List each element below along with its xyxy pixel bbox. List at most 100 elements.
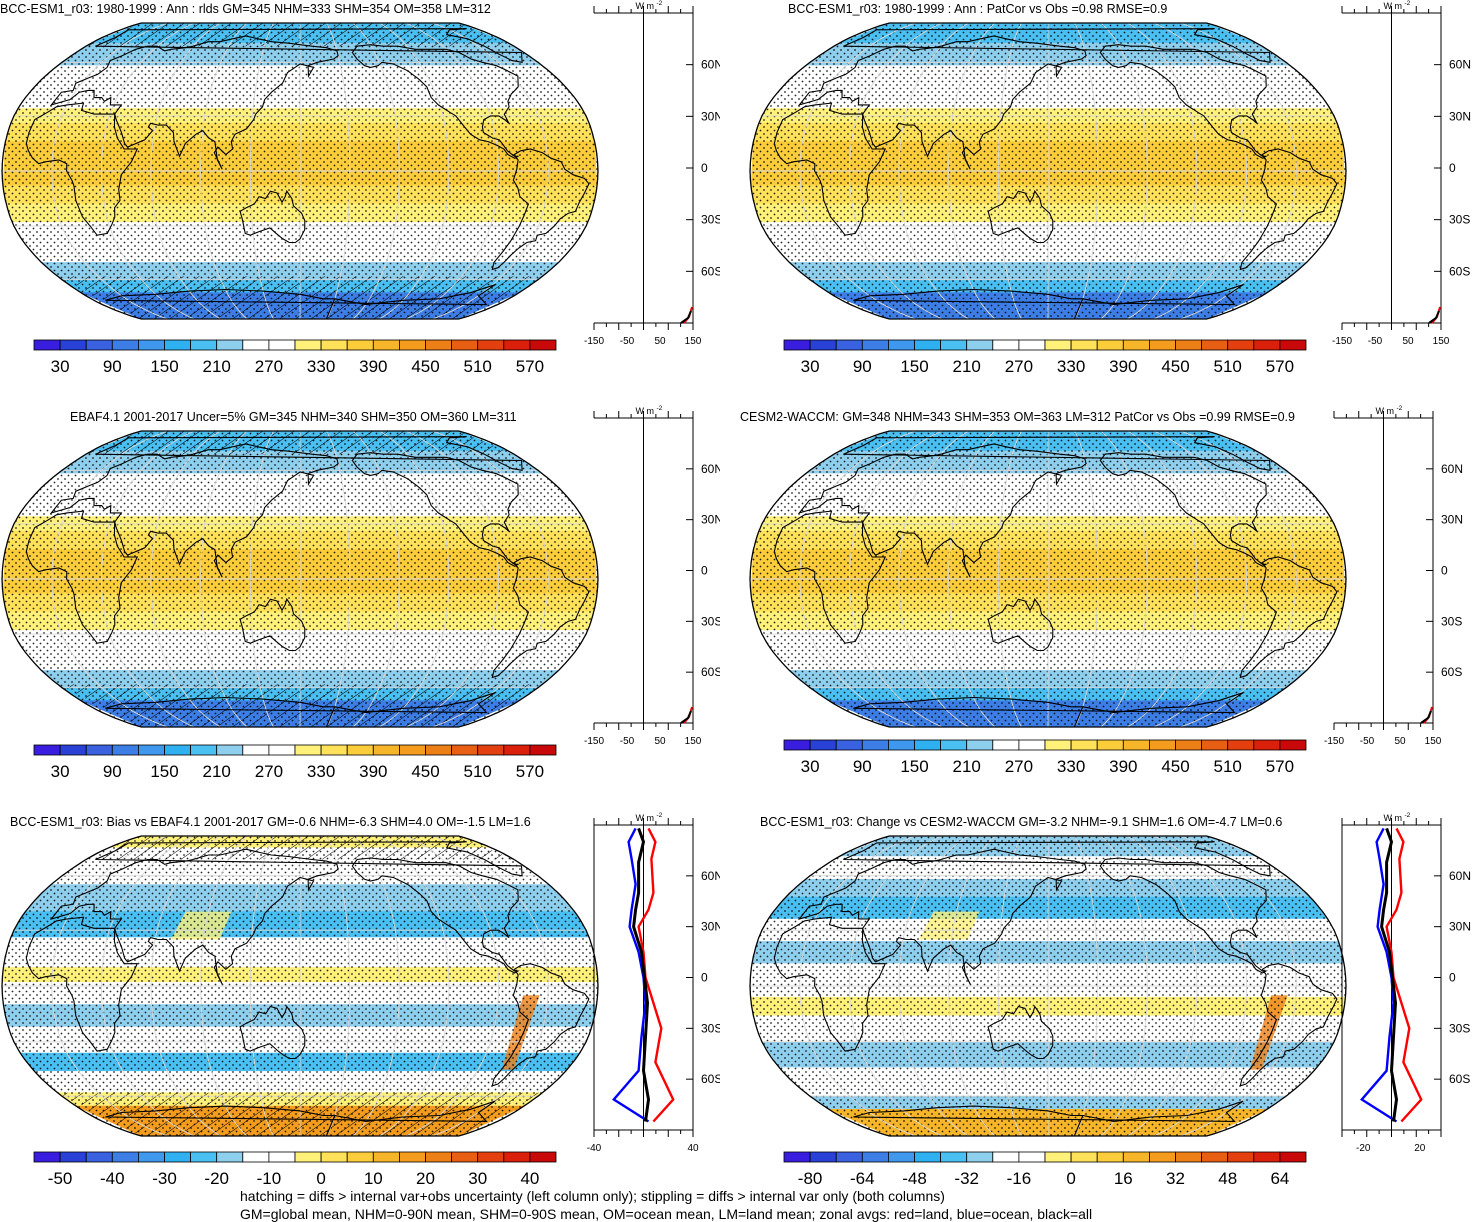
colorbar-label: 330	[1057, 357, 1085, 376]
meridian-line	[1074, 836, 1099, 1136]
colorbar-swatch	[1122, 739, 1150, 751]
colorbar-swatch	[190, 339, 218, 351]
coastline-north-america	[351, 452, 520, 567]
colorbar-label: -16	[1007, 1169, 1032, 1188]
coastlines	[773, 841, 1338, 1136]
meridian-line	[405, 431, 500, 727]
zonal-x-tick-label: 150	[685, 336, 702, 347]
coastline-antarctica	[853, 284, 1244, 319]
coastline-africa	[25, 102, 139, 236]
meridian-line	[1100, 23, 1148, 319]
colorbar-label: 330	[307, 357, 335, 376]
colorbar-swatch	[451, 744, 479, 756]
coastline-antarctica	[853, 1100, 1244, 1136]
meridian-line	[352, 836, 400, 1136]
panel-title: BCC-ESM1_r03: 1980-1999 : Ann : rlds GM=…	[0, 2, 491, 16]
colorbar-swatch	[1018, 739, 1046, 751]
coastline-south-america	[491, 556, 590, 679]
colorbar-label: 270	[255, 357, 283, 376]
colorbar-label: -64	[850, 1169, 875, 1188]
colorbar-swatch	[1227, 1151, 1255, 1163]
colorbar-swatch	[425, 339, 453, 351]
colorbar-swatch	[1253, 739, 1281, 751]
colorbar: 3090150210270330390450510570630	[783, 339, 1307, 376]
colorbar-swatch	[346, 744, 374, 756]
colorbar-swatch	[783, 739, 811, 751]
meridian-line	[848, 836, 943, 1136]
coastline-antarctica	[105, 1100, 496, 1136]
coastline-eurasia	[797, 35, 1087, 170]
colorbar-swatch	[320, 339, 348, 351]
panel-title: BCC-ESM1_r03: Bias vs EBAF4.1 2001-2017 …	[10, 815, 531, 829]
colorbar-swatch	[138, 339, 165, 351]
zonal-average-plot: W m -2 60N 30N 0 30S 60S -150 -50 50 150	[1332, 0, 1471, 347]
meridian-line	[432, 431, 549, 727]
colorbar-swatch	[503, 339, 531, 351]
colorbar-swatch	[216, 339, 244, 351]
colorbar-label: 90	[853, 357, 872, 376]
colorbar-swatch	[190, 1151, 218, 1163]
colorbar-label: 450	[411, 357, 439, 376]
zonal-average-plot: W m -2 60N 30N 0 30S 60S -150 -50 50 150	[584, 0, 720, 347]
colorbar-swatch	[294, 744, 322, 756]
colorbar-swatch	[1175, 339, 1203, 351]
meridian-line	[326, 23, 351, 319]
lat-label: 30N	[1441, 513, 1463, 527]
colorbar-swatch	[503, 744, 531, 756]
colorbar-swatch	[372, 744, 400, 756]
colorbar-swatch	[164, 744, 192, 756]
colorbar-label: 48	[1218, 1169, 1237, 1188]
colorbar: -80-64-48-32-1601632486480	[783, 1151, 1307, 1188]
zonal-x-tick-label: 150	[1433, 336, 1450, 347]
meridian-line	[352, 431, 400, 727]
zonal-unit-label: W m	[1384, 1, 1403, 11]
colorbar-swatch	[1044, 339, 1072, 351]
lat-label: 0	[701, 564, 708, 578]
colorbar-swatch	[1148, 739, 1176, 751]
coastline-north-america	[351, 857, 520, 974]
meridian-line	[100, 431, 195, 727]
colorbar-swatch	[451, 1151, 479, 1163]
zonal-unit-exponent: -2	[1397, 405, 1403, 412]
colorbar-label: -40	[100, 1169, 125, 1188]
global-map	[749, 430, 1347, 728]
coastline-greenland	[95, 28, 523, 63]
colorbar: -50-40-30-20-1001020304050	[33, 1151, 557, 1188]
colorbar-swatch	[85, 744, 113, 756]
colorbar-swatch	[398, 744, 426, 756]
colorbar-swatch	[1201, 739, 1229, 751]
coastline-greenland	[843, 28, 1271, 63]
zonal-line-land	[637, 827, 675, 1123]
colorbar-label: 450	[1161, 357, 1189, 376]
zonal-line-all	[1420, 710, 1432, 724]
colorbar-label: 450	[1161, 757, 1189, 776]
meridian-line	[997, 431, 1022, 727]
meridian-line	[848, 431, 943, 727]
zonal-average-plot: W m -2 60N 30N 0 30S 60S -40 40	[587, 812, 720, 1154]
meridian-line	[200, 23, 248, 319]
lat-label: 0	[1449, 161, 1456, 175]
colorbar-swatch	[940, 739, 968, 751]
colorbar-swatch	[111, 1151, 139, 1163]
colorbar-swatch	[138, 1151, 165, 1163]
meridian-line	[405, 23, 500, 319]
colorbar-swatch	[216, 1151, 244, 1163]
colorbar-label: 150	[150, 762, 178, 781]
coastline-antarctica	[105, 692, 496, 727]
panel-title: BCC-ESM1_r03: 1980-1999 : Ann : PatCor v…	[788, 2, 1168, 16]
meridian-line	[150, 431, 221, 727]
colorbar-swatch	[33, 1151, 61, 1163]
colorbar-label: 64	[1270, 1169, 1289, 1188]
colorbar-swatch	[268, 744, 296, 756]
colorbar-swatch	[1044, 1151, 1072, 1163]
zonal-unit-label: W m	[636, 1, 655, 11]
meridian-line	[150, 836, 221, 1136]
colorbar-swatch	[1070, 1151, 1098, 1163]
colorbar-swatch	[529, 1151, 557, 1163]
colorbar-swatch	[242, 744, 270, 756]
colorbar-swatch	[477, 1151, 505, 1163]
coastline-greenland	[95, 841, 523, 877]
colorbar-swatch	[914, 1151, 942, 1163]
colorbar-swatch	[1279, 739, 1307, 751]
zonal-x-tick-label: 50	[654, 736, 666, 747]
